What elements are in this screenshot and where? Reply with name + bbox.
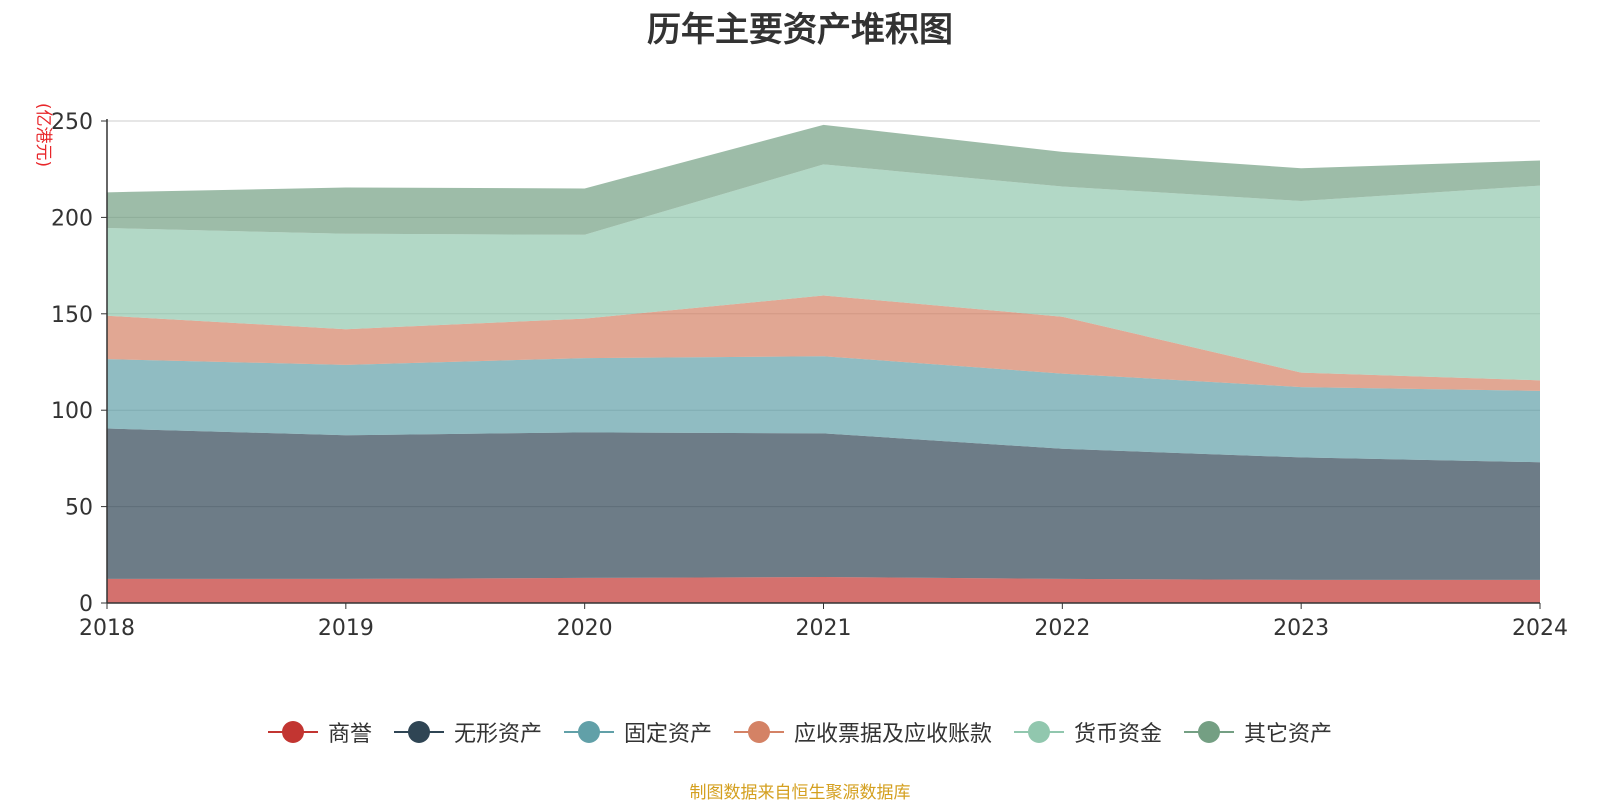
legend-label: 其它资产 [1244,722,1333,747]
x-tick-label: 2022 [1034,616,1090,641]
legend-label: 固定资产 [623,722,712,747]
x-tick-label: 2018 [79,616,135,641]
y-tick-label: 0 [79,592,93,617]
x-tick-label: 2021 [796,616,852,641]
legend-marker-icon [393,720,444,744]
legend-item[interactable]: 货币资金 [1014,716,1162,748]
y-axis-unit-label: (亿港元) [33,103,53,167]
y-tick-label: 150 [51,303,93,328]
legend-item[interactable]: 固定资产 [563,716,712,748]
area-series-5 [107,124,1540,235]
legend-item[interactable]: 无形资产 [393,716,542,748]
legend-item[interactable]: 应收票据及应收账款 [734,716,992,748]
legend-marker-icon [1184,720,1235,744]
area-series-1 [107,428,1540,580]
legend-marker-icon [267,720,318,744]
source-note: 制图数据来自恒生聚源数据库 [689,783,911,800]
legend-item[interactable]: 商誉 [267,716,372,748]
legend-marker-icon [734,720,784,744]
x-tick-label: 2020 [557,616,613,641]
axis-layer: 0 50 100 150 200 250 2018 2019 2020 2021 2022 2023 2… [51,110,1568,641]
y-tick-label: 50 [65,496,93,521]
legend-item[interactable]: 其它资产 [1184,716,1332,748]
area-series-2 [107,356,1540,463]
stacked-area-chart: 0 50 100 150 200 250 2018 2019 2020 2021 2022 2023 2… [33,103,1568,641]
legend: 商誉 无形资产 固定资产 应收票据及应收账款 货币资金 其它资产 [0,716,1600,748]
x-tick-label: 2019 [318,616,374,641]
legend-marker-icon [1014,720,1065,744]
x-tick-label: 2024 [1512,616,1568,641]
area-series-3 [107,295,1540,391]
legend-label: 应收票据及应收账款 [794,722,993,747]
x-tick-label: 2023 [1273,616,1329,641]
legend-label: 货币资金 [1074,722,1163,747]
legend-marker-icon [563,720,614,744]
area-series-4 [107,164,1540,381]
y-tick-label: 200 [51,206,93,231]
area-layer [107,124,1540,603]
chart-title: 历年主要资产堆积图 [647,10,953,50]
y-tick-label: 250 [51,110,93,135]
area-series-0 [107,576,1540,603]
y-tick-label: 100 [51,399,93,424]
legend-label: 无形资产 [453,722,542,747]
legend-label: 商誉 [327,722,372,747]
